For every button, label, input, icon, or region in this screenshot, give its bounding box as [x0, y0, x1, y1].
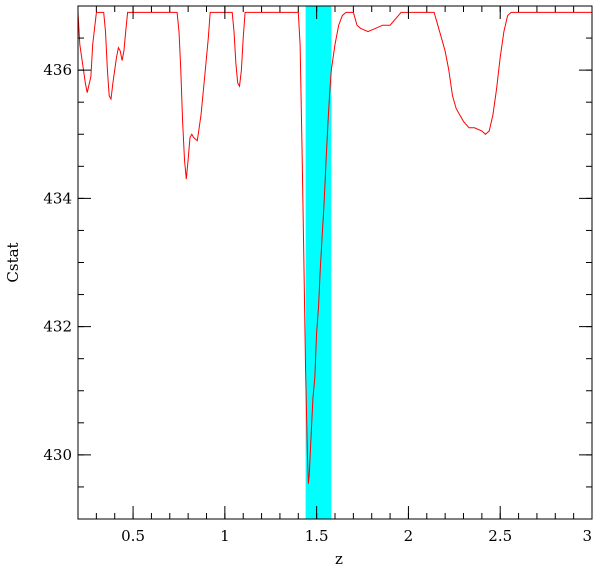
y-axis-title: Cstat [4, 242, 22, 282]
y-tick-label: 430 [43, 446, 72, 464]
x-tick-label: 1.5 [305, 527, 329, 545]
highlight-band-layer [305, 6, 332, 519]
y-tick-label: 436 [43, 61, 72, 79]
x-tick-label: 0.5 [121, 527, 145, 545]
x-tick-label: 3 [582, 527, 592, 545]
x-tick-label: 2 [404, 527, 414, 545]
x-axis-title: z [335, 550, 343, 567]
tick-labels-layer: 0.5 1 1.5 2 2.5 3 430 432 434 436 [43, 61, 592, 545]
series-line-0 [77, 11, 592, 484]
x-tick-label: 1 [220, 527, 230, 545]
x-tick-label: 2.5 [488, 527, 512, 545]
series-line-layer [77, 11, 592, 484]
y-tick-label: 432 [43, 318, 72, 336]
plot-frame [77, 5, 593, 520]
y-tick-label: 434 [43, 189, 72, 207]
highlight-band [305, 6, 332, 519]
axis-ticks-layer [77, 5, 593, 520]
